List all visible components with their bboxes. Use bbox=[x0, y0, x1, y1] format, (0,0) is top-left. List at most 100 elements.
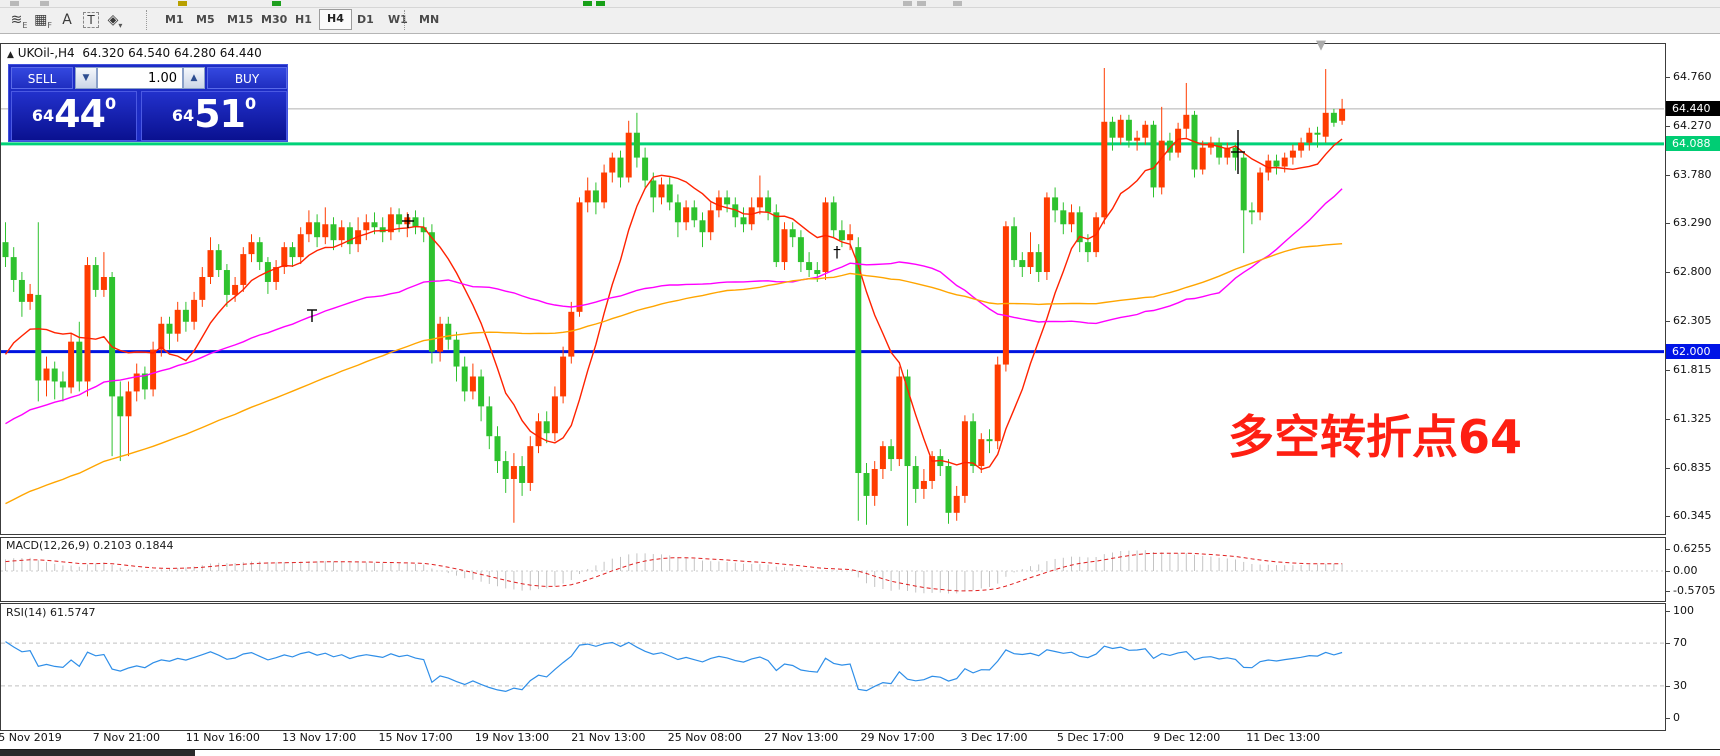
candle-body bbox=[158, 323, 165, 350]
candle-body bbox=[1306, 132, 1313, 143]
macd-canvas[interactable] bbox=[1, 537, 1665, 600]
candle-body bbox=[84, 265, 91, 382]
candle-body bbox=[1158, 140, 1165, 188]
price-label: 60.835 bbox=[1673, 460, 1712, 474]
date-label: 11 Nov 16:00 bbox=[185, 731, 260, 744]
candle-body bbox=[830, 202, 837, 231]
candle-body bbox=[461, 366, 468, 392]
buy-price-main: 51 bbox=[194, 92, 246, 136]
axis-tick bbox=[1665, 591, 1670, 593]
timeframe-m15[interactable]: M15 bbox=[227, 13, 254, 26]
candle-body bbox=[1117, 119, 1124, 138]
candle-body bbox=[1199, 147, 1206, 170]
ohlc-low: 64.280 bbox=[173, 46, 216, 60]
candle-body bbox=[396, 214, 403, 225]
timeframe-m5[interactable]: M5 bbox=[196, 13, 215, 26]
price-badge: 64.440 bbox=[1666, 101, 1720, 117]
main-chart-canvas[interactable]: † bbox=[1, 43, 1665, 533]
candle-body bbox=[289, 247, 296, 258]
scrollbar-track bbox=[0, 749, 1720, 750]
objects-arrows-icon[interactable]: ◈▾ bbox=[107, 12, 123, 30]
candle-body bbox=[314, 222, 321, 238]
candle-body bbox=[765, 197, 772, 213]
buy-price-prefix: 64 bbox=[171, 106, 195, 125]
axis-tick bbox=[1665, 571, 1670, 572]
candle-body bbox=[806, 262, 813, 271]
timeframe-h1[interactable]: H1 bbox=[295, 13, 312, 26]
scrollbar-thumb[interactable] bbox=[0, 750, 195, 756]
toolbar-separator bbox=[146, 10, 147, 30]
candle-body bbox=[1322, 112, 1329, 137]
axis-tick bbox=[1665, 643, 1670, 645]
macd-pane[interactable] bbox=[0, 537, 1666, 602]
candle-body bbox=[1002, 226, 1009, 365]
candle-body bbox=[847, 234, 854, 241]
candle-body bbox=[1142, 124, 1149, 138]
marker-plus bbox=[402, 214, 414, 228]
candle-body bbox=[1240, 157, 1247, 211]
partial-toolbar-row bbox=[0, 0, 1720, 8]
date-label: 3 Dec 17:00 bbox=[960, 731, 1028, 744]
candle-body bbox=[322, 224, 329, 238]
candle-body bbox=[1273, 160, 1280, 167]
candle-body bbox=[732, 204, 739, 218]
timeframe-d1[interactable]: D1 bbox=[357, 13, 374, 26]
text-label-icon[interactable]: A bbox=[62, 12, 72, 28]
candle-body bbox=[281, 247, 288, 268]
candle-body bbox=[1224, 147, 1231, 158]
axis-tick bbox=[1665, 548, 1670, 550]
axis-tick bbox=[1665, 174, 1670, 176]
price-label: 64.270 bbox=[1673, 118, 1712, 132]
sell-button[interactable]: SELL bbox=[11, 67, 73, 89]
candle-body bbox=[51, 368, 58, 382]
timeframe-m30[interactable]: M30 bbox=[261, 13, 288, 26]
buy-price-display[interactable]: 64510 bbox=[141, 91, 287, 141]
candle-body bbox=[297, 234, 304, 258]
candle-body bbox=[986, 439, 993, 442]
candle-body bbox=[666, 184, 673, 203]
timeframe-h4[interactable]: H4 bbox=[319, 9, 352, 30]
axis-tick bbox=[1665, 321, 1670, 323]
candle-body bbox=[707, 210, 714, 233]
candle-body bbox=[1084, 242, 1091, 253]
rsi-canvas[interactable] bbox=[1, 603, 1665, 729]
grid-icon[interactable]: ▦F bbox=[34, 12, 52, 30]
volume-down-button[interactable]: ▼ bbox=[75, 67, 97, 89]
candle-body bbox=[240, 254, 247, 285]
candle-body bbox=[1109, 121, 1116, 138]
timeframe-w1[interactable]: W1 bbox=[388, 13, 408, 26]
ohlc-open: 64.320 bbox=[82, 46, 125, 60]
candle-body bbox=[551, 396, 558, 434]
candle-body bbox=[273, 267, 280, 282]
timeframe-mn[interactable]: MN bbox=[419, 13, 440, 26]
candle-body bbox=[207, 250, 214, 277]
chart-shift-marker-icon[interactable]: ▼ bbox=[1316, 38, 1326, 53]
chart-title: ▲ UKOil-,H4 64.320 64.540 64.280 64.440 bbox=[7, 46, 262, 60]
crayon-draw-icon[interactable]: ≋E bbox=[10, 12, 28, 30]
candle-body bbox=[1298, 142, 1305, 151]
collapse-arrow-icon[interactable]: ▲ bbox=[7, 50, 14, 60]
candle-body bbox=[691, 207, 698, 221]
rsi-pane[interactable] bbox=[0, 603, 1666, 731]
text-box-icon[interactable]: T bbox=[79, 9, 103, 31]
axis-tick bbox=[1665, 467, 1670, 469]
candle-body bbox=[379, 227, 386, 233]
marker-dagger: † bbox=[833, 243, 841, 261]
candle-body bbox=[650, 180, 657, 198]
timeframe-m1[interactable]: M1 bbox=[165, 13, 184, 26]
candle-body bbox=[855, 247, 862, 474]
candle-body bbox=[68, 341, 75, 388]
buy-button[interactable]: BUY bbox=[207, 67, 287, 89]
volume-up-button[interactable]: ▲ bbox=[183, 67, 205, 89]
candle-body bbox=[59, 381, 66, 388]
volume-input[interactable] bbox=[97, 67, 183, 89]
candle-body bbox=[871, 469, 878, 496]
axis-tick bbox=[1665, 125, 1670, 127]
date-label: 7 Nov 21:00 bbox=[92, 731, 160, 744]
candle-body bbox=[1175, 128, 1182, 153]
date-label: 27 Nov 13:00 bbox=[764, 731, 839, 744]
price-label: 61.815 bbox=[1673, 363, 1712, 377]
candle-body bbox=[543, 421, 550, 434]
sell-price-display[interactable]: 64440 bbox=[11, 91, 137, 141]
candle-body bbox=[494, 436, 501, 462]
